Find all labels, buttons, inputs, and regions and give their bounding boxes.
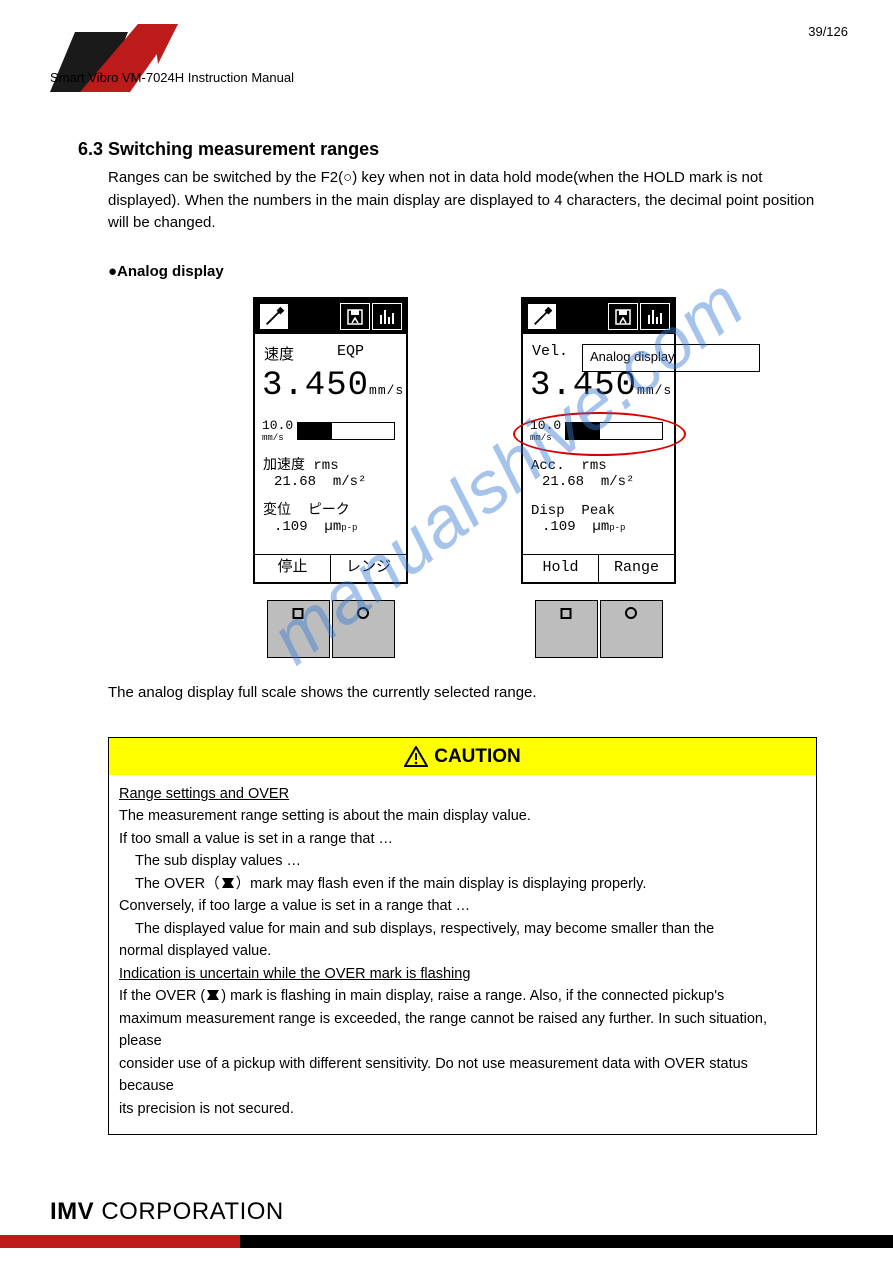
warning-icon: [404, 746, 428, 767]
main-reading: 3.450mm/s: [530, 367, 672, 405]
caution-header: CAUTION: [109, 738, 816, 775]
disp-row: 変位 ピーク.109 µmp-p: [263, 503, 357, 535]
probe-icon: [527, 303, 557, 330]
analog-bar: [297, 422, 395, 440]
page-number: 39/126: [808, 24, 848, 39]
disp-row: Disp Peak.109 µmp-p: [531, 503, 625, 535]
f1-button[interactable]: [267, 600, 330, 658]
acc-row: 加速度 rms21.68 m/s²: [263, 458, 366, 490]
mode-label: Vel.: [532, 343, 568, 360]
f2-button[interactable]: [332, 600, 395, 658]
hw-buttons: [253, 600, 408, 658]
f2-button[interactable]: [600, 600, 663, 658]
save-icon: [340, 303, 370, 330]
doc-title: Smart Vibro VM-7024H Instruction Manual: [50, 70, 294, 85]
probe-icon: [259, 303, 289, 330]
hold-softkey[interactable]: Hold: [523, 555, 599, 582]
caution-box: CAUTION Range settings and OVER The meas…: [108, 737, 817, 1135]
screen-topbar: [255, 299, 406, 334]
spectrum-icon: [372, 303, 402, 330]
analog-bar-row: 10.0mm/s: [530, 420, 663, 443]
range-softkey[interactable]: レンジ: [331, 555, 406, 582]
save-icon: [608, 303, 638, 330]
main-reading: 3.450mm/s: [262, 367, 404, 405]
mode-label-2: EQP: [337, 343, 364, 360]
callout-label: Analog display: [590, 349, 675, 364]
analog-display-heading: ●Analog display: [108, 263, 224, 280]
device-japanese: 速度 EQP 3.450mm/s 10.0mm/s 加速度 rms21.68 m…: [253, 297, 408, 658]
section-title: 6.3 Switching measurement ranges: [78, 139, 379, 160]
footer-stripe: [0, 1235, 893, 1248]
footer-brand: IMV CORPORATION: [50, 1198, 284, 1226]
over-icon: [205, 989, 221, 1001]
range-softkey[interactable]: Range: [599, 555, 674, 582]
acc-row: Acc. rms21.68 m/s²: [531, 458, 634, 490]
caution-body: Range settings and OVER The measurement …: [109, 775, 816, 1134]
softkey-row: 停止 レンジ: [255, 554, 406, 582]
section-prose: Ranges can be switched by the F2(○) key …: [108, 167, 818, 235]
f1-button[interactable]: [535, 600, 598, 658]
analog-bar-row: 10.0mm/s: [262, 420, 395, 443]
post-text: The analog display full scale shows the …: [108, 684, 818, 701]
mode-label: 速度: [264, 343, 294, 364]
page: 39/126 Smart Vibro VM-7024H Instruction …: [0, 0, 893, 1263]
analog-bar: [565, 422, 663, 440]
over-icon: [220, 877, 236, 889]
spectrum-icon: [640, 303, 670, 330]
hold-softkey[interactable]: 停止: [255, 555, 331, 582]
